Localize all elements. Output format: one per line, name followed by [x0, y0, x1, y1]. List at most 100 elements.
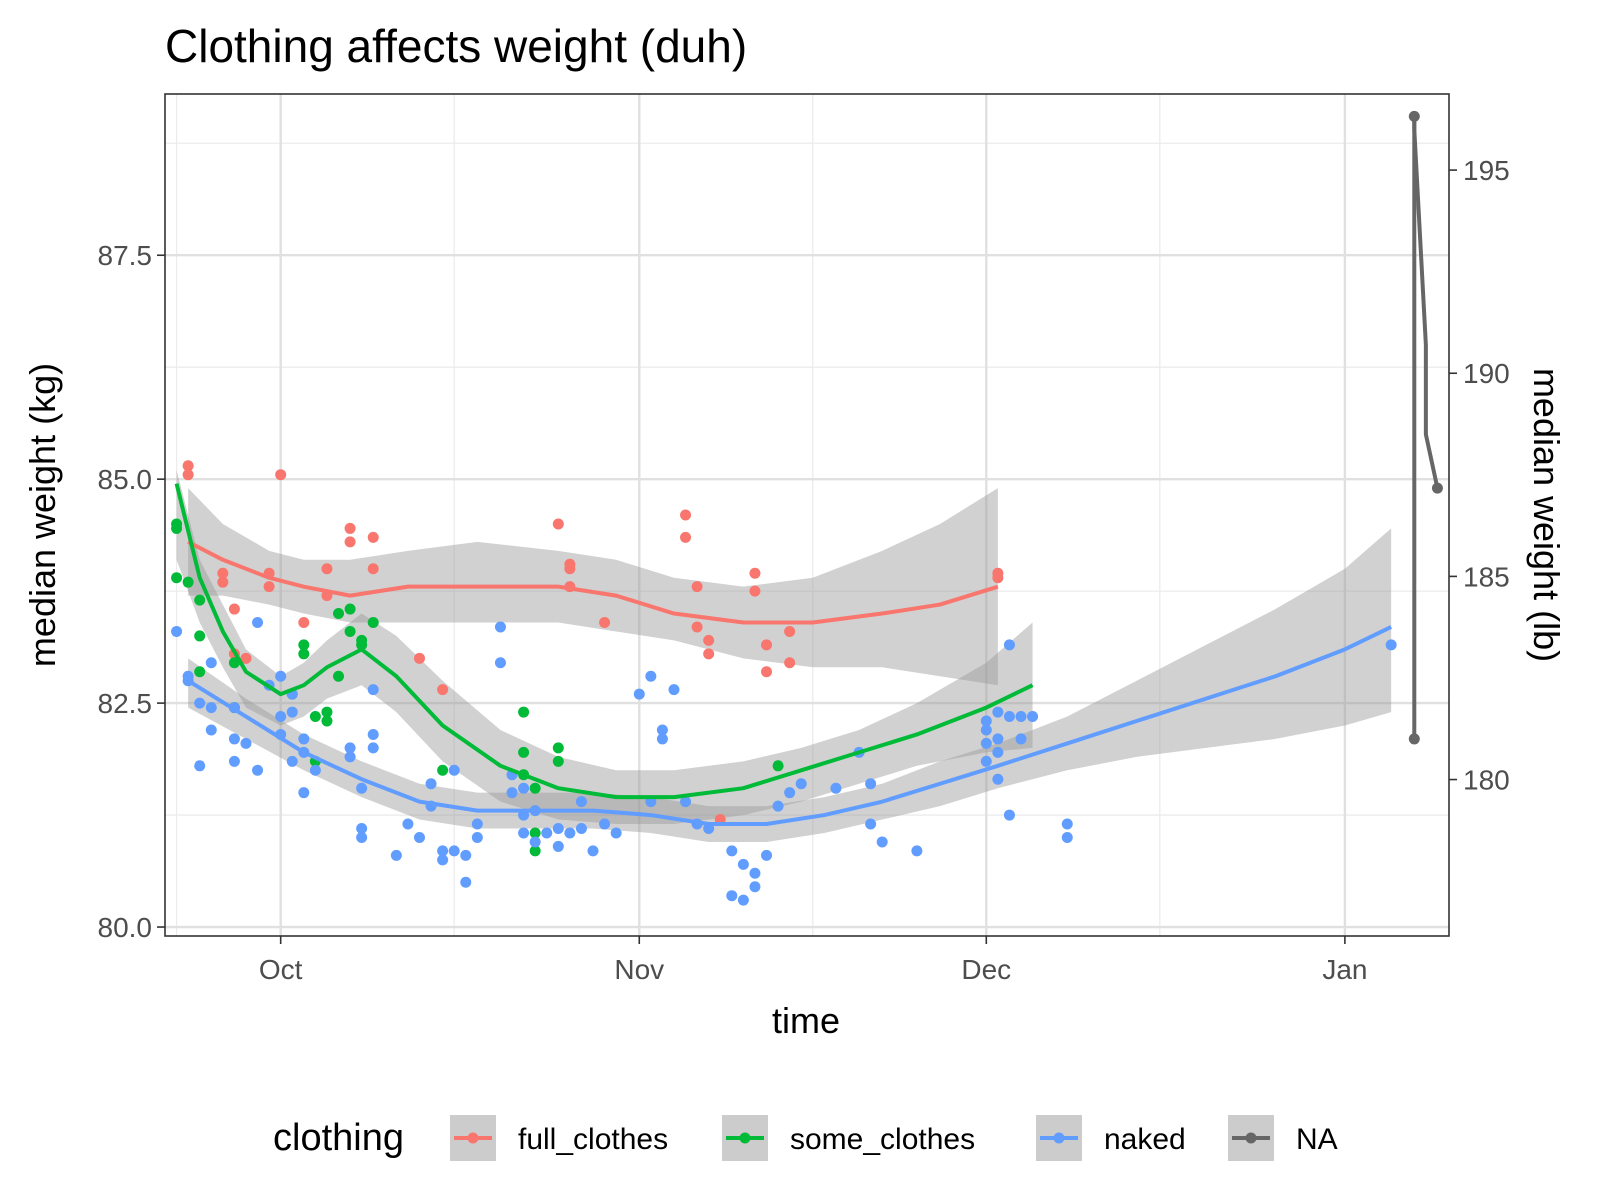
point-some_clothes — [171, 572, 183, 584]
point-naked — [726, 890, 738, 902]
point-naked — [876, 836, 888, 848]
legend-label-NA: NA — [1296, 1123, 1338, 1156]
point-some_clothes — [518, 706, 530, 718]
point-naked — [610, 827, 622, 839]
chart-title: Clothing affects weight (duh) — [165, 20, 747, 72]
point-naked — [656, 733, 668, 745]
point-naked — [761, 849, 773, 861]
point-some_clothes — [344, 603, 356, 615]
point-naked — [437, 845, 449, 857]
point-naked — [518, 782, 530, 794]
point-naked — [356, 782, 368, 794]
point-naked — [413, 831, 425, 843]
point-some_clothes — [356, 639, 368, 651]
point-some_clothes — [194, 630, 206, 642]
point-naked — [1385, 639, 1397, 651]
point-naked — [795, 778, 807, 790]
smooth-line-naked — [187, 625, 1393, 827]
legend-key-point-naked — [1053, 1132, 1065, 1144]
point-naked — [471, 818, 483, 830]
point-naked — [390, 849, 402, 861]
point-full_clothes — [749, 585, 761, 597]
point-some_clothes — [518, 746, 530, 758]
point-some_clothes — [333, 608, 345, 620]
point-naked — [865, 818, 877, 830]
point-naked — [252, 616, 264, 628]
point-naked — [356, 831, 368, 843]
point-naked — [298, 787, 310, 799]
point-naked — [367, 684, 379, 696]
point-some_clothes — [333, 670, 345, 682]
point-naked — [448, 845, 460, 857]
point-naked — [587, 845, 599, 857]
point-some_clothes — [171, 522, 183, 534]
smooth-lines — [174, 116, 1440, 827]
point-naked — [575, 796, 587, 808]
point-full_clothes — [413, 652, 425, 664]
point-naked — [356, 823, 368, 835]
point-full_clothes — [367, 531, 379, 543]
point-some_clothes — [321, 706, 333, 718]
x-tick-label: Nov — [614, 954, 664, 985]
point-some_clothes — [529, 827, 541, 839]
point-full_clothes — [298, 616, 310, 628]
point-naked — [471, 831, 483, 843]
point-naked — [228, 733, 240, 745]
point-naked — [494, 657, 506, 669]
point-some_clothes — [298, 648, 310, 660]
point-naked — [1027, 711, 1039, 723]
point-full_clothes — [217, 576, 229, 588]
point-naked — [645, 670, 657, 682]
point-naked — [992, 706, 1004, 718]
y-tick-label: 87.5 — [98, 240, 153, 271]
point-naked — [726, 845, 738, 857]
point-naked — [171, 625, 183, 637]
point-naked — [992, 733, 1004, 745]
point-full_clothes — [263, 581, 275, 593]
point-naked — [425, 778, 437, 790]
point-naked — [286, 706, 298, 718]
point-naked — [680, 796, 692, 808]
point-naked — [865, 778, 877, 790]
y-tick-label: 85.0 — [98, 464, 153, 495]
point-some_clothes — [367, 616, 379, 628]
legend-title: clothing — [273, 1117, 404, 1159]
point-naked — [784, 787, 796, 799]
smooth-line-full_clothes — [187, 540, 999, 625]
point-naked — [494, 621, 506, 633]
point-naked — [911, 845, 923, 857]
point-naked — [737, 894, 749, 906]
point-full_clothes — [240, 652, 252, 664]
point-full_clothes — [599, 616, 611, 628]
point-full_clothes — [182, 460, 194, 472]
point-some_clothes — [309, 711, 321, 723]
point-full_clothes — [691, 581, 703, 593]
point-naked — [240, 737, 252, 749]
gridlines — [165, 94, 1449, 936]
point-full_clothes — [784, 625, 796, 637]
point-full_clothes — [275, 469, 287, 481]
point-some_clothes — [529, 782, 541, 794]
y2-tick-label: 190 — [1463, 358, 1510, 389]
y2-tick-label: 195 — [1463, 155, 1510, 186]
point-naked — [437, 854, 449, 866]
point-full_clothes — [680, 531, 692, 543]
point-full_clothes — [691, 621, 703, 633]
point-naked — [518, 827, 530, 839]
legend-key-point-full_clothes — [467, 1132, 479, 1144]
point-naked — [1015, 711, 1027, 723]
plot-panel — [164, 93, 1450, 937]
smooth-line-some_clothes — [174, 483, 1034, 800]
y2-tick-label: 185 — [1463, 561, 1510, 592]
point-full_clothes — [564, 563, 576, 575]
point-naked — [656, 724, 668, 736]
point-naked — [737, 858, 749, 870]
point-some_clothes — [298, 639, 310, 651]
point-naked — [275, 711, 287, 723]
point-naked — [367, 728, 379, 740]
point-some_clothes — [529, 845, 541, 857]
point-full_clothes — [761, 639, 773, 651]
point-naked — [298, 733, 310, 745]
point-naked — [1003, 809, 1015, 821]
